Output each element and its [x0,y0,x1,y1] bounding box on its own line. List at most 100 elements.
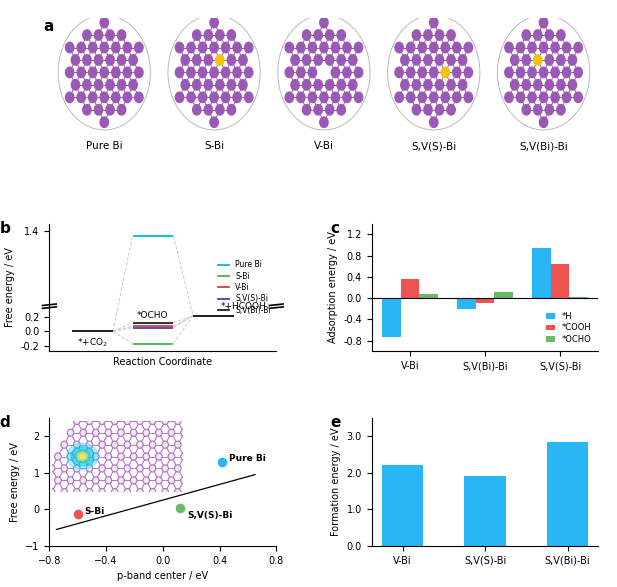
Circle shape [314,30,322,41]
Circle shape [418,67,426,77]
Circle shape [117,104,126,115]
Circle shape [291,80,299,90]
Circle shape [563,92,571,103]
Circle shape [100,42,109,53]
Circle shape [539,67,548,77]
Circle shape [563,67,571,77]
Circle shape [429,18,438,28]
Circle shape [239,80,247,90]
Circle shape [429,117,438,127]
Text: S-Bi: S-Bi [204,141,224,151]
Bar [382,298,400,336]
Circle shape [528,67,536,77]
Circle shape [441,42,449,53]
Circle shape [308,67,317,77]
Circle shape [389,16,479,128]
Circle shape [216,80,224,90]
Bar [569,297,588,298]
Circle shape [199,92,207,103]
Circle shape [278,15,370,130]
Y-axis label: Free energy / eV: Free energy / eV [10,442,20,522]
Bar [465,477,506,546]
Circle shape [412,55,421,65]
Circle shape [418,42,426,53]
Circle shape [320,18,328,28]
Circle shape [199,42,207,53]
Circle shape [528,42,536,53]
Circle shape [117,80,126,90]
Circle shape [291,55,299,65]
Circle shape [244,67,253,77]
Circle shape [279,16,369,128]
Circle shape [331,92,339,103]
Legend: *H, *COOH, *OCHO: *H, *COOH, *OCHO [543,309,594,348]
Circle shape [129,55,137,65]
Circle shape [58,15,151,130]
Circle shape [441,67,449,77]
Circle shape [123,42,131,53]
Bar [382,465,423,546]
Circle shape [429,42,438,53]
Circle shape [187,67,195,77]
Text: S,V(Bi)-Bi: S,V(Bi)-Bi [519,141,568,151]
Circle shape [458,55,466,65]
Circle shape [77,92,85,103]
Circle shape [187,92,195,103]
Circle shape [337,104,346,115]
Circle shape [123,67,131,77]
Circle shape [436,55,444,65]
Circle shape [83,55,91,65]
Point [175,503,184,512]
Bar [420,295,438,298]
Circle shape [175,42,184,53]
Circle shape [94,104,102,115]
Circle shape [135,92,143,103]
Circle shape [407,42,415,53]
Circle shape [464,42,473,53]
Circle shape [528,92,536,103]
Circle shape [100,67,109,77]
Circle shape [193,80,201,90]
Circle shape [233,92,241,103]
Circle shape [204,30,212,41]
Circle shape [551,92,559,103]
Circle shape [83,80,91,90]
Circle shape [326,80,334,90]
Circle shape [516,92,524,103]
Circle shape [441,92,449,103]
Circle shape [557,104,565,115]
Circle shape [412,30,421,41]
Circle shape [539,92,548,103]
Circle shape [568,55,576,65]
Circle shape [106,55,114,65]
Circle shape [285,92,294,103]
Bar [550,264,569,298]
Circle shape [65,92,74,103]
Circle shape [545,55,553,65]
Text: e: e [331,416,341,430]
Circle shape [557,30,565,41]
Circle shape [337,30,346,41]
Circle shape [343,67,351,77]
Y-axis label: Formation energy / eV: Formation energy / eV [331,428,341,536]
Circle shape [297,67,305,77]
Circle shape [505,92,513,103]
Circle shape [244,92,253,103]
Circle shape [89,67,97,77]
Circle shape [135,42,143,53]
Bar [457,298,476,309]
Circle shape [210,117,218,127]
Circle shape [505,42,513,53]
Text: S,V(S)-Bi: S,V(S)-Bi [187,511,233,520]
Circle shape [100,92,109,103]
Circle shape [302,80,311,90]
Circle shape [227,30,236,41]
Circle shape [193,104,201,115]
Circle shape [239,55,247,65]
Text: Pure Bi: Pure Bi [86,141,123,151]
Circle shape [458,80,466,90]
Circle shape [401,55,409,65]
Circle shape [59,16,149,128]
Circle shape [436,80,444,90]
Circle shape [314,104,322,115]
